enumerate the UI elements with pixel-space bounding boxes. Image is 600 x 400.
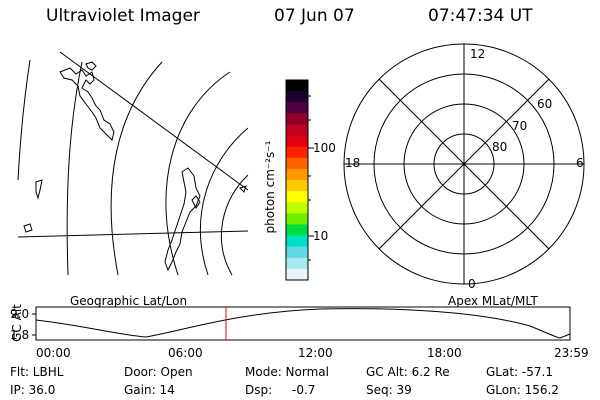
colorbar-tick-10: 10 (313, 229, 329, 243)
colorbar-stripe (286, 168, 308, 181)
colorbar-stripe (286, 91, 308, 103)
orbit-timeline (32, 306, 571, 341)
color-scale-bar (285, 79, 314, 281)
app-title: Ultraviolet Imager (46, 6, 200, 26)
colorbar-stripe (286, 135, 308, 148)
timeline-xtick: 06:00 (168, 346, 203, 360)
geographic-caption: Geographic Lat/Lon (70, 294, 188, 308)
timeline-ytick-high: 9.0 (10, 307, 30, 321)
colorbar-stripe (286, 268, 308, 281)
mlat-label-70: 70 (512, 119, 528, 133)
colorbar-stripe (286, 113, 308, 125)
polar-caption: Apex MLat/MLT (448, 294, 538, 308)
timeline-xtick: 00:00 (36, 346, 71, 360)
colorbar-stripe (286, 257, 308, 270)
seq-status: Seq: 39 (366, 383, 412, 397)
colorbar-stripe (286, 246, 308, 259)
gc-alt-status: GC Alt: 6.2 Re (366, 365, 450, 379)
gain-status: Gain: 14 (124, 383, 175, 397)
geographic-map (17, 51, 249, 276)
gc-altitude-curve (35, 308, 571, 339)
mlt-label-18: 18 (345, 156, 361, 170)
mlt-label-6: 6 (576, 156, 584, 170)
polar-plot (343, 43, 585, 285)
mlat-label-60: 60 (537, 97, 553, 111)
colorbar-tick-100: 100 (313, 141, 336, 155)
colorbar-stripe (286, 124, 308, 137)
colorbar-stripe (286, 235, 308, 248)
dsp-status-value: -0.7 (292, 383, 316, 397)
glat-status: GLat: -57.1 (486, 365, 553, 379)
colorbar-stripe (286, 213, 308, 225)
time-readout: 07:47:34 UT (428, 6, 533, 26)
ip-status: IP: 36.0 (10, 383, 56, 397)
mlt-label-0: 0 (468, 277, 476, 291)
colorbar-stripe (286, 180, 308, 192)
filter-status: Flt: LBHL (10, 365, 64, 379)
date-readout: 07 Jun 07 (274, 6, 355, 26)
colorbar-stripe (286, 80, 308, 92)
colorbar-stripe (286, 224, 308, 237)
colorbar-stripe (286, 146, 308, 159)
mode-status: Mode: Normal (245, 365, 329, 379)
timeline-xtick: 18:00 (427, 346, 462, 360)
mlat-label-80: 80 (492, 140, 508, 154)
dsp-status-label: Dsp: (245, 383, 273, 397)
timeline-xtick: 23:59 (554, 346, 589, 360)
colorbar-stripe (286, 191, 308, 203)
timeline-ytick-low: 1.8 (10, 328, 30, 342)
colorbar-unit-label: photon cm⁻²s⁻¹ (263, 140, 277, 234)
glon-status: GLon: 156.2 (486, 383, 559, 397)
timeline-xtick: 12:00 (298, 346, 333, 360)
colorbar-stripe (286, 202, 308, 214)
door-status: Door: Open (124, 365, 193, 379)
mlt-label-12: 12 (470, 47, 486, 61)
colorbar-stripe (286, 102, 308, 114)
colorbar-stripe (286, 157, 308, 170)
